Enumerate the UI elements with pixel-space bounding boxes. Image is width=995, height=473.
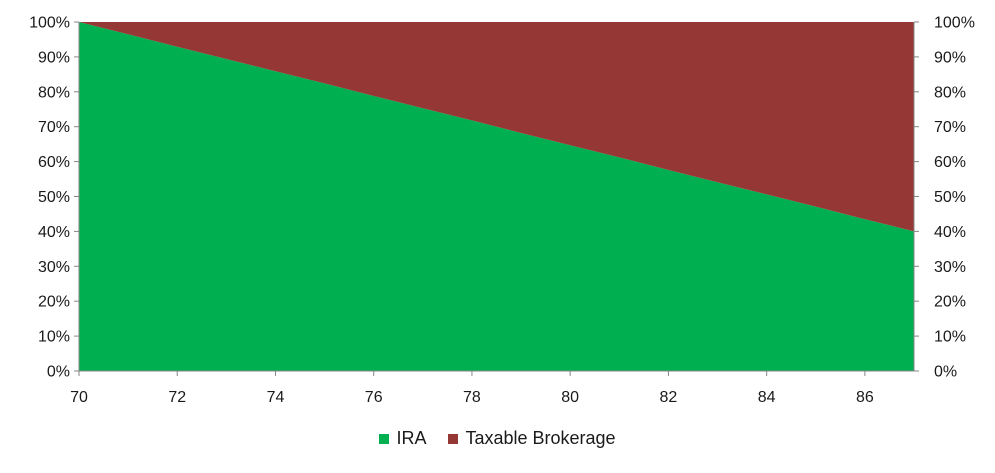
legend-item-ira: IRA [379, 428, 426, 449]
y-tick-label-right: 100% [934, 15, 975, 32]
y-tick-label-right: 20% [934, 294, 966, 311]
y-tick-label-right: 80% [934, 84, 966, 101]
y-tick-label-left: 30% [38, 259, 70, 276]
y-tick-label-right: 0% [934, 364, 957, 381]
y-tick-label-right: 10% [934, 329, 966, 346]
legend-item-taxable-brokerage: Taxable Brokerage [448, 428, 616, 449]
legend-swatch-ira [379, 433, 390, 444]
legend-label-ira: IRA [396, 428, 427, 448]
area-taxable-brokerage [79, 22, 914, 232]
x-tick-label: 84 [758, 389, 776, 406]
axes: 0% 10% 20% 30% 40% 50% 60% 70% 80% 90% 100% 0% 10% 20… [29, 15, 975, 407]
y-tick-label-right: 90% [934, 49, 966, 66]
x-tick-label: 74 [267, 389, 285, 406]
x-tick-label: 80 [561, 389, 579, 406]
y-tick-label-left: 100% [29, 15, 70, 32]
y-tick-label-left: 70% [38, 119, 70, 136]
x-tick-label: 86 [856, 389, 874, 406]
x-tick-label: 78 [463, 389, 481, 406]
y-tick-label-left: 20% [38, 294, 70, 311]
y-tick-label-left: 80% [38, 84, 70, 101]
legend-swatch-taxable-brokerage [448, 433, 459, 444]
y-tick-label-left: 0% [47, 364, 70, 381]
x-tick-label: 76 [365, 389, 383, 406]
x-tick-label: 70 [70, 389, 88, 406]
y-tick-label-right: 70% [934, 119, 966, 136]
x-tick-label: 82 [660, 389, 678, 406]
x-tick-label: 72 [168, 389, 186, 406]
area-ira [79, 22, 914, 371]
y-tick-label-left: 40% [38, 224, 70, 241]
y-tick-label-left: 10% [38, 329, 70, 346]
y-tick-label-left: 50% [38, 189, 70, 206]
y-tick-label-right: 50% [934, 189, 966, 206]
y-tick-label-right: 30% [934, 259, 966, 276]
y-tick-label-right: 40% [934, 224, 966, 241]
legend: IRA Taxable Brokerage [0, 428, 995, 449]
legend-label-taxable-brokerage: Taxable Brokerage [465, 428, 616, 448]
y-tick-label-right: 60% [934, 154, 966, 171]
y-tick-label-left: 60% [38, 154, 70, 171]
y-tick-label-left: 90% [38, 49, 70, 66]
plot-area [79, 22, 914, 371]
